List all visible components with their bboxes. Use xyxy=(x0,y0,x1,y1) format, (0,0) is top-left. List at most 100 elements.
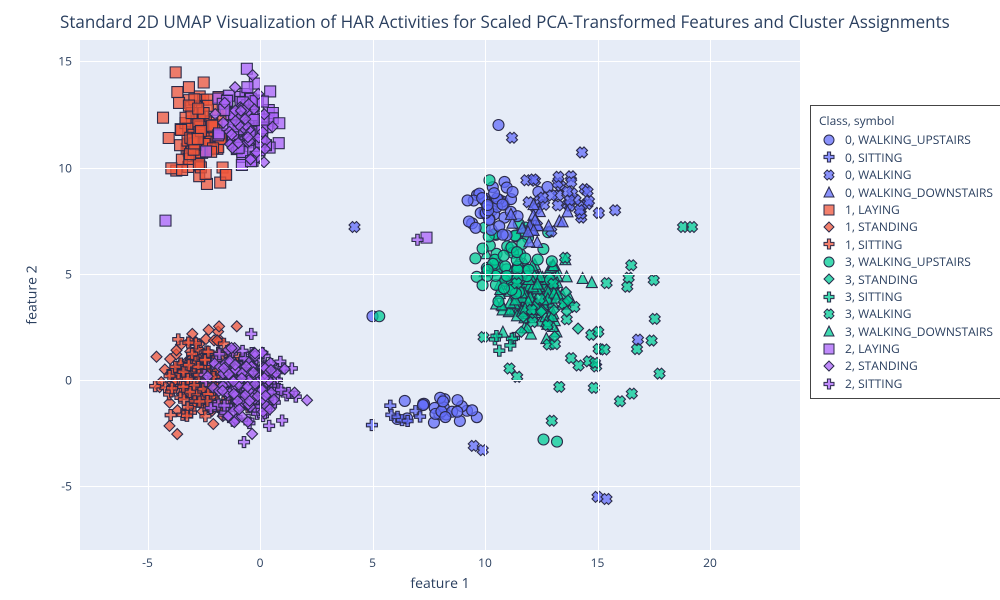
data-point xyxy=(468,440,479,451)
legend-item[interactable]: 3, WALKING xyxy=(819,305,993,322)
legend-item[interactable]: 2, SITTING xyxy=(819,375,993,392)
legend-label: 0, WALKING xyxy=(845,166,911,183)
data-point xyxy=(462,195,473,206)
data-point xyxy=(507,132,518,143)
data-point xyxy=(501,270,512,281)
data-point xyxy=(560,252,571,263)
data-point xyxy=(452,406,463,417)
data-point xyxy=(192,133,203,144)
y-tick-label: 0 xyxy=(65,372,72,389)
data-point xyxy=(566,177,577,188)
legend: Class, symbol 0, WALKING_UPSTAIRS0, SITT… xyxy=(810,105,1000,399)
y-tick-label: -5 xyxy=(61,478,72,495)
legend-body: 0, WALKING_UPSTAIRS0, SITTING0, WALKING0… xyxy=(819,131,993,392)
legend-title: Class, symbol xyxy=(819,112,993,129)
x-tick-label: 5 xyxy=(369,554,376,571)
legend-label: 2, STANDING xyxy=(845,357,918,374)
data-point xyxy=(172,429,183,440)
data-point xyxy=(493,120,504,131)
data-point xyxy=(438,396,449,407)
legend-label: 1, STANDING xyxy=(845,218,918,235)
data-point xyxy=(552,436,563,447)
data-point xyxy=(208,419,219,430)
y-axis-label: feature 2 xyxy=(23,265,42,324)
legend-item[interactable]: 0, WALKING xyxy=(819,166,993,183)
data-point xyxy=(542,320,553,331)
data-point xyxy=(546,415,557,426)
data-point xyxy=(203,324,214,335)
legend-swatch-icon xyxy=(819,185,839,199)
legend-item[interactable]: 1, LAYING xyxy=(819,201,993,218)
grid-line xyxy=(80,61,800,62)
legend-item[interactable]: 2, LAYING xyxy=(819,340,993,357)
data-point xyxy=(349,222,360,233)
x-tick-label: 20 xyxy=(703,554,717,571)
legend-item[interactable]: 1, STANDING xyxy=(819,218,993,235)
data-point xyxy=(648,275,659,286)
legend-label: 3, STANDING xyxy=(845,271,918,288)
data-point xyxy=(582,186,593,197)
data-point xyxy=(374,311,385,322)
data-point xyxy=(265,86,276,97)
legend-label: 3, WALKING_UPSTAIRS xyxy=(845,253,971,270)
data-point xyxy=(626,260,637,271)
data-point xyxy=(687,222,698,233)
legend-item[interactable]: 3, STANDING xyxy=(819,271,993,288)
legend-item[interactable]: 3, SITTING xyxy=(819,288,993,305)
legend-label: 3, WALKING_DOWNSTAIRS xyxy=(845,323,993,340)
legend-swatch-icon xyxy=(819,377,839,391)
grid-line xyxy=(710,40,711,550)
legend-swatch-icon xyxy=(819,203,839,217)
data-point xyxy=(151,351,162,362)
data-point xyxy=(593,207,604,218)
data-point xyxy=(440,412,451,423)
data-point xyxy=(654,368,665,379)
y-tick-label: 15 xyxy=(58,53,72,70)
data-point xyxy=(498,250,509,261)
data-point xyxy=(497,229,508,240)
grid-line xyxy=(80,168,800,169)
data-point xyxy=(477,243,488,254)
x-tick-label: 15 xyxy=(591,554,605,571)
legend-swatch-icon xyxy=(819,307,839,321)
legend-swatch-icon xyxy=(819,168,839,182)
data-point xyxy=(177,164,188,175)
legend-swatch-icon xyxy=(819,272,839,286)
legend-label: 2, LAYING xyxy=(845,340,900,357)
grid-line xyxy=(485,40,486,550)
x-tick-label: 0 xyxy=(257,554,264,571)
legend-swatch-icon xyxy=(819,237,839,251)
data-point xyxy=(633,334,644,345)
legend-item[interactable]: 0, WALKING_UPSTAIRS xyxy=(819,131,993,148)
data-point xyxy=(601,494,612,505)
data-point xyxy=(520,253,531,264)
data-point xyxy=(583,196,594,207)
data-point xyxy=(170,67,181,78)
data-point xyxy=(537,192,548,203)
data-point xyxy=(590,357,601,368)
legend-item[interactable]: 0, SITTING xyxy=(819,149,993,166)
data-point xyxy=(494,345,505,356)
data-point xyxy=(538,434,549,445)
data-point xyxy=(543,220,554,231)
data-point xyxy=(183,82,194,93)
data-point xyxy=(532,254,543,265)
data-point xyxy=(201,146,212,157)
legend-item[interactable]: 1, SITTING xyxy=(819,236,993,253)
legend-item[interactable]: 3, WALKING_DOWNSTAIRS xyxy=(819,323,993,340)
data-point xyxy=(632,344,643,355)
legend-item[interactable]: 0, WALKING_DOWNSTAIRS xyxy=(819,184,993,201)
data-point xyxy=(526,304,537,315)
data-point xyxy=(615,396,626,407)
data-point xyxy=(160,215,171,226)
data-point xyxy=(470,253,481,264)
legend-item[interactable]: 3, WALKING_UPSTAIRS xyxy=(819,253,993,270)
legend-swatch-icon xyxy=(819,150,839,164)
legend-label: 1, SITTING xyxy=(845,236,902,253)
legend-item[interactable]: 2, STANDING xyxy=(819,357,993,374)
data-point xyxy=(622,281,633,292)
legend-label: 0, SITTING xyxy=(845,149,902,166)
data-point xyxy=(552,200,563,211)
data-point xyxy=(511,278,522,289)
data-point xyxy=(399,395,410,406)
